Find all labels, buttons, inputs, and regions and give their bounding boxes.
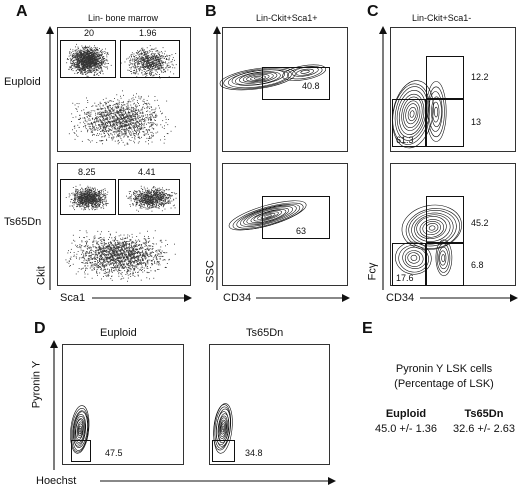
panel-letter-e: E [362,320,373,337]
row-label-euploid: Euploid [4,76,41,88]
panel-letter-b: B [205,3,217,20]
gate-value: 40.8 [302,81,320,91]
gate-d-euploid [71,440,91,462]
plot-b-euploid [222,27,348,152]
plot-d-ts65dn [209,344,330,465]
panel-d-col-euploid: Euploid [100,327,137,339]
panel-d-col-ts65dn: Ts65Dn [246,327,284,339]
plot-b-ts65dn [222,163,348,286]
gate-value: 6.8 [471,260,484,270]
axis-d-y-label: Pyronin Y [30,360,43,409]
plot-d-euploid [62,344,184,465]
gate-c-euploid-left [392,99,426,147]
gate-value: 13 [471,117,482,127]
panel-e-subtitle: (Percentage of LSK) [394,378,494,390]
axis-d-x-label: Hoechst [36,475,77,487]
contours-b-ts65dn [228,200,307,231]
axis-a-y-label: Ckit [35,266,48,285]
plot-a-euploid [57,27,191,152]
panel-letter-a: A [16,3,28,20]
dots-a-euploid [66,43,177,146]
row-label-ts65dn: Ts65Dn [4,216,42,228]
panel-c-title: Lin-Ckit+Sca1- [412,13,472,23]
gate-c-ts65dn-upper [426,196,464,243]
gate-value: 1.96 [139,28,157,38]
dots-a-ts65dn [65,184,178,282]
gate-value: 17.6 [396,273,414,283]
panel-e-value-ts65dn: 32.6 +/- 2.63 [452,423,516,435]
gate-value: 61.3 [396,135,414,145]
axis-b-x-label: CD34 [223,292,252,304]
gate-value: 63 [296,226,307,236]
gate-a-euploid-ckit-sca1neg [60,40,116,78]
gate-value: 45.2 [471,218,489,228]
gate-value: 34.8 [245,448,263,458]
panel-a-title: Lin- bone marrow [88,13,159,23]
axis-c-x-label: CD34 [386,292,415,304]
gate-value: 12.2 [471,72,489,82]
gate-a-ts65dn-ckit-sca1neg [60,179,116,215]
gate-value: 47.5 [105,448,123,458]
axis-a-x-label: Sca1 [60,292,86,304]
plot-c-euploid [390,27,516,152]
contours-d-ts65dn [213,403,233,454]
contours-d-euploid [70,405,90,454]
gate-a-euploid-lsk [120,40,180,78]
gate-value: 4.41 [138,167,156,177]
gate-value: 8.25 [78,167,96,177]
panel-e-title: Pyronin Y LSK cells [395,363,493,375]
panel-b-title: Lin-Ckit+Sca1+ [256,13,318,23]
gate-value: 20 [84,28,95,38]
gate-b-ts65dn [262,196,330,239]
panel-letter-c: C [367,3,379,20]
panel-e-col-ts65dn: Ts65Dn [464,408,504,420]
plot-a-ts65dn [57,163,191,286]
gate-c-euploid-upper [426,56,464,99]
gate-b-euploid [262,67,330,100]
gate-d-ts65dn [212,440,235,462]
gate-c-ts65dn-left [392,243,426,286]
axis-b-y-label: SSC [204,260,217,283]
panel-letter-d: D [34,320,46,337]
panel-e-value-euploid: 45.0 +/- 1.36 [374,423,438,435]
gate-a-ts65dn-lsk [118,179,180,215]
gate-c-euploid-lower [426,99,464,147]
contours-b-euploid [219,64,327,91]
gate-c-ts65dn-lower [426,243,464,286]
panel-e-col-euploid: Euploid [385,408,427,420]
axis-c-y-label: Fcγ [366,262,379,281]
